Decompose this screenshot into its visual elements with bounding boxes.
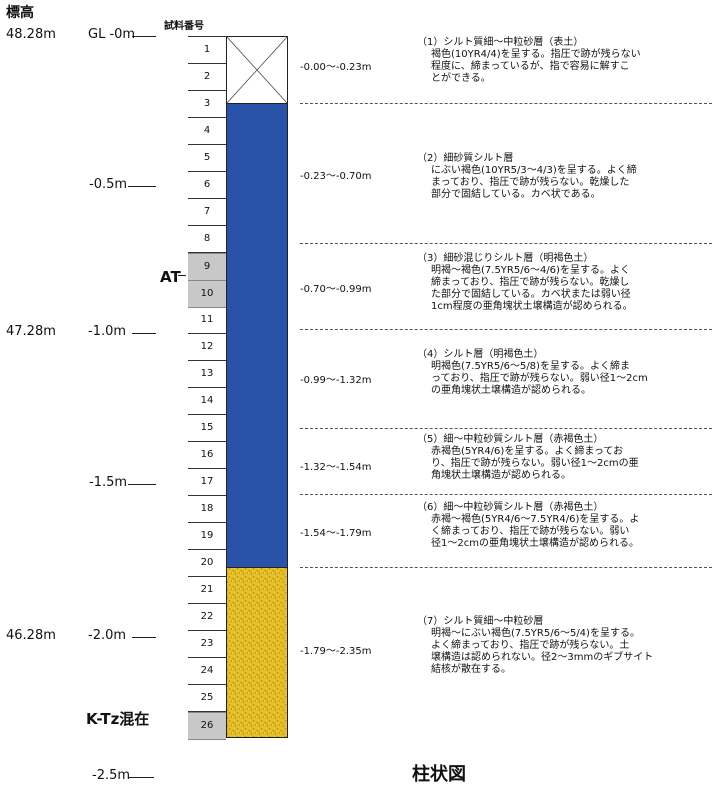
layer-6-description: （6）細～中粒砂質シルト層（赤褐色土） 赤褐～褐色(5YR4/6～7.5YR4/…	[417, 502, 640, 549]
layer-boundary-line	[300, 329, 712, 330]
sample-number: 14	[200, 395, 214, 406]
depth-tick	[132, 333, 156, 334]
depth-tick	[132, 36, 156, 37]
depth-label: GL -0m	[88, 27, 136, 42]
sample-separator	[188, 711, 226, 712]
sample-separator	[188, 657, 226, 658]
sample-number: 6	[203, 179, 211, 190]
layer-4-description: （4）シルト層（明褐色土） 明褐色(7.5YR5/6～5/8)を呈する。よく締ま…	[417, 349, 648, 396]
sample-number: 1	[203, 44, 211, 55]
sample-separator	[188, 171, 226, 172]
sample-number: 18	[200, 503, 214, 514]
sample-separator	[188, 225, 226, 226]
elevation-header: 標高	[6, 5, 34, 21]
layer-2-description: （2）細砂質シルト層 にぶい褐色(10YR5/3～4/3)を呈する。よく締 まっ…	[417, 153, 637, 200]
layer-boundary-line	[300, 428, 712, 429]
depth-label: -2.0m	[88, 628, 127, 643]
sample-number: 8	[203, 233, 211, 244]
layer-boundary-line	[300, 243, 712, 244]
sample-separator	[188, 360, 226, 361]
layer-depth-range: -0.99～-1.32m	[300, 375, 372, 386]
sample-separator	[188, 414, 226, 415]
layer-boundary-line	[300, 103, 712, 104]
elevation-label: 46.28m	[6, 628, 56, 643]
sample-number: 21	[200, 584, 214, 595]
sample-number: 11	[200, 314, 214, 325]
sample-number: 9	[188, 253, 226, 281]
depth-tick	[132, 637, 156, 638]
layer-boundary-line	[300, 567, 712, 568]
sample-number: 15	[200, 422, 214, 433]
layer-2-6-silt-block	[226, 103, 288, 568]
elevation-label: 48.28m	[6, 27, 56, 42]
sample-number: 23	[200, 638, 214, 649]
stratigraphic-column	[226, 36, 288, 738]
sample-number: 19	[200, 530, 214, 541]
sample-separator	[188, 90, 226, 91]
depth-tick	[128, 484, 156, 485]
sample-number: 2	[203, 71, 211, 82]
depth-label: -2.5m	[92, 768, 131, 783]
sample-number: 12	[200, 341, 214, 352]
sample-number: 20	[200, 557, 214, 568]
layer-boundary-line	[300, 494, 712, 495]
sample-number: 24	[200, 665, 214, 676]
sample-number: 22	[200, 611, 214, 622]
sample-separator	[188, 333, 226, 334]
layer-depth-range: -1.79～-2.35m	[300, 646, 372, 657]
sample-separator	[188, 630, 226, 631]
layer-1-description: （1）シルト質細～中粒砂層（表土） 褐色(10YR4/4)を呈する。指圧で跡が残…	[417, 37, 641, 84]
sample-number: 17	[200, 476, 214, 487]
sample-number: 3	[203, 98, 211, 109]
sample-separator	[188, 387, 226, 388]
sample-separator	[188, 198, 226, 199]
diagram-caption: 柱状図	[412, 764, 466, 785]
sample-separator	[188, 522, 226, 523]
layer-5-description: （5）細～中粒砂質シルト層（赤褐色土） 赤褐色(5YR4/6)を呈する。よく締ま…	[417, 434, 639, 481]
layer-7-description: （7）シルト質細～中粒砂層 明褐～にぶい褐色(7.5YR5/6～5/4)を呈する…	[417, 616, 654, 675]
sample-separator	[188, 36, 226, 37]
sample-separator	[188, 495, 226, 496]
sample-separator	[188, 252, 226, 253]
ktz-marker-label: K-Tz混在	[86, 710, 150, 728]
sample-number: 26	[188, 712, 226, 740]
layer-7-sand-block	[226, 567, 288, 738]
layer-depth-range: -1.32～-1.54m	[300, 462, 372, 473]
at-marker-line	[178, 275, 186, 276]
sample-separator	[188, 603, 226, 604]
sample-separator	[188, 117, 226, 118]
sample-number: 7	[203, 206, 211, 217]
sample-separator	[188, 63, 226, 64]
sample-number: 10	[188, 280, 226, 308]
sample-separator	[188, 468, 226, 469]
sample-separator	[188, 441, 226, 442]
depth-tick	[128, 186, 156, 187]
layer-depth-range: -0.70～-0.99m	[300, 284, 372, 295]
sample-number: 4	[203, 125, 211, 136]
sample-separator	[188, 144, 226, 145]
sample-number: 13	[200, 368, 214, 379]
sample-number: 25	[200, 692, 214, 703]
depth-label: -1.0m	[88, 324, 127, 339]
sample-number-header: 試料番号	[164, 21, 204, 32]
sample-separator	[188, 549, 226, 550]
sample-separator	[188, 576, 226, 577]
elevation-label: 47.28m	[6, 324, 56, 339]
depth-label: -0.5m	[89, 177, 128, 192]
layer-depth-range: -0.00～-0.23m	[300, 62, 372, 73]
layer-3-description: （3）細砂混じりシルト層（明褐色土） 明褐～褐色(7.5YR5/6～4/6)を呈…	[417, 253, 633, 312]
layer-depth-range: -1.54～-1.79m	[300, 528, 372, 539]
depth-tick	[128, 777, 154, 778]
layer-1-topsoil-block	[226, 36, 288, 104]
layer-depth-range: -0.23～-0.70m	[300, 171, 372, 182]
at-marker-label: AT	[160, 268, 181, 286]
sample-number: 16	[200, 449, 214, 460]
sample-separator	[188, 684, 226, 685]
depth-label: -1.5m	[89, 475, 128, 490]
sample-number: 5	[203, 152, 211, 163]
